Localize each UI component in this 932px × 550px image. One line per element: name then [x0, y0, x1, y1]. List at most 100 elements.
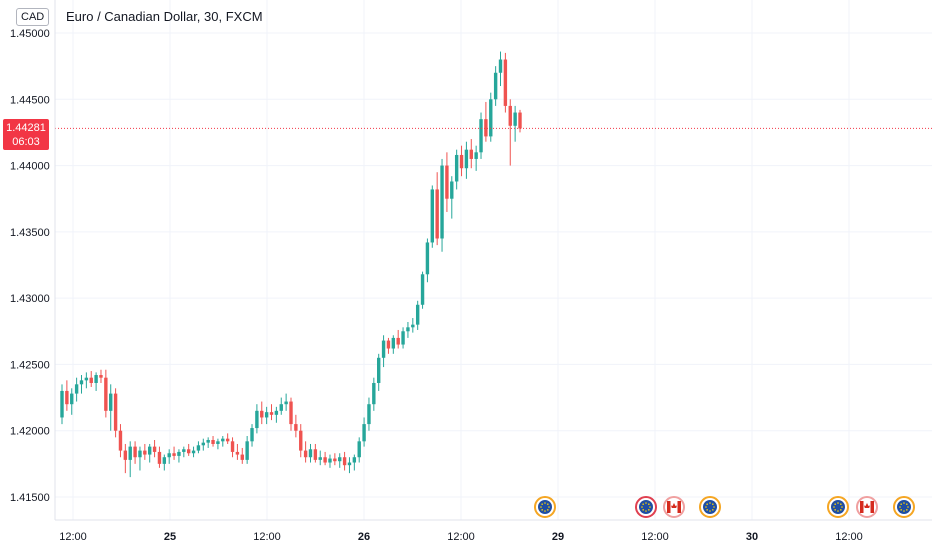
candle: [84, 372, 89, 389]
x-tick-label: 30: [746, 531, 758, 543]
candle-body: [152, 446, 157, 452]
last-price-tag: 1.44281 06:03: [3, 119, 49, 150]
candle-body: [459, 154, 464, 169]
eu-star: [837, 510, 839, 512]
candle: [201, 438, 205, 451]
eu-star: [648, 509, 650, 511]
candle-body: [352, 457, 357, 463]
candle-body: [391, 337, 396, 349]
ca-flag-band-left: [667, 501, 671, 513]
candle-body: [513, 112, 517, 126]
candle-body: [133, 446, 137, 458]
candle: [474, 145, 478, 171]
grid-lines: [55, 0, 932, 520]
candle: [406, 322, 410, 338]
candle-body: [445, 165, 449, 199]
eu-star: [548, 506, 550, 508]
candle-body: [113, 393, 118, 431]
eu-star: [544, 510, 546, 512]
candle-body: [201, 442, 205, 446]
eu-star: [649, 506, 651, 508]
eu-star: [834, 503, 836, 505]
candle: [391, 335, 396, 354]
eu-event-icon[interactable]: [635, 496, 657, 518]
candle: [113, 388, 118, 438]
eu-star: [706, 503, 708, 505]
ca-event-icon[interactable]: [856, 496, 878, 518]
eu-star: [705, 506, 707, 508]
candle-body: [89, 377, 93, 383]
candle-body: [206, 439, 210, 443]
eu-star: [900, 503, 902, 505]
candle: [94, 372, 98, 391]
candle-body: [269, 412, 274, 415]
candle: [182, 446, 186, 458]
candle: [450, 176, 454, 219]
candle-body: [338, 457, 342, 462]
candle: [104, 369, 108, 418]
candle-body: [323, 457, 327, 463]
candle: [303, 441, 308, 463]
currency-badge[interactable]: CAD: [16, 8, 50, 26]
candle-body: [279, 404, 283, 411]
y-tick-label: 1.43000: [10, 293, 50, 305]
candle-body: [318, 457, 322, 460]
candle-body: [299, 430, 303, 451]
eu-star: [709, 502, 711, 504]
candle: [138, 446, 142, 471]
candle-body: [128, 446, 132, 460]
candle-body: [79, 380, 84, 385]
eu-flag: [831, 500, 845, 514]
candle: [420, 271, 425, 309]
eu-flag: [897, 500, 911, 514]
candle-body: [367, 404, 371, 425]
candle: [386, 337, 391, 354]
candle: [74, 377, 79, 402]
y-tick-label: 1.44500: [10, 94, 50, 106]
eu-star: [541, 509, 543, 511]
ca-event-icon[interactable]: [663, 496, 685, 518]
eu-event-icon[interactable]: [534, 496, 556, 518]
candle: [240, 447, 244, 464]
candle: [454, 149, 459, 190]
eu-star: [906, 509, 908, 511]
candle: [333, 453, 337, 466]
candle: [440, 158, 444, 252]
eu-star: [841, 506, 843, 508]
candle: [430, 185, 434, 248]
y-tick-label: 1.42000: [10, 426, 50, 438]
candle: [225, 433, 230, 444]
candle: [479, 112, 483, 159]
candle-body: [99, 375, 103, 378]
candle: [415, 300, 420, 330]
candle: [308, 443, 313, 463]
x-tick-label: 12:00: [447, 531, 475, 543]
candle: [498, 51, 503, 87]
candle-body: [377, 357, 381, 383]
candle: [60, 384, 64, 425]
candle-body: [381, 340, 386, 358]
eu-star: [903, 510, 905, 512]
candle-body: [503, 59, 508, 106]
candle-body: [74, 384, 79, 394]
candle: [347, 457, 352, 474]
eu-star: [903, 502, 905, 504]
candle: [118, 424, 123, 458]
y-tick-label: 1.42500: [10, 359, 50, 371]
eu-star: [900, 509, 902, 511]
x-tick-label: 12:00: [835, 531, 863, 543]
candle-body: [60, 390, 64, 418]
eu-star: [833, 506, 835, 508]
eu-event-icon[interactable]: [893, 496, 915, 518]
candle-body: [415, 304, 420, 325]
candle-body: [411, 324, 415, 328]
eu-event-icon[interactable]: [699, 496, 721, 518]
eu-event-icon[interactable]: [827, 496, 849, 518]
candle: [289, 397, 293, 431]
eu-star: [642, 503, 644, 505]
candle: [177, 449, 181, 463]
y-tick-label: 1.45000: [10, 28, 50, 40]
candle: [425, 238, 430, 283]
